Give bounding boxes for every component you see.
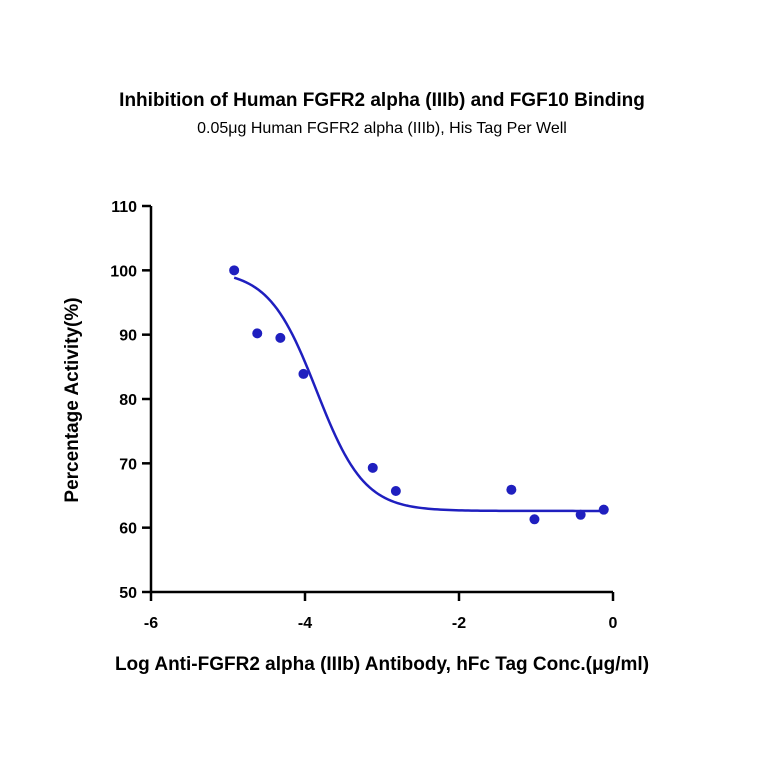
y-tick-label: 110 xyxy=(111,199,137,216)
x-tick-label: -6 xyxy=(144,615,158,632)
y-axis-label: Percentage Activity(%) xyxy=(62,297,83,502)
data-point xyxy=(298,368,309,379)
chart-title: Inhibition of Human FGFR2 alpha (IIIb) a… xyxy=(119,90,645,111)
x-axis-label: Log Anti-FGFR2 alpha (IIIb) Antibody, hF… xyxy=(115,654,649,675)
data-point xyxy=(229,265,240,276)
data-point xyxy=(598,504,609,515)
fit-curve xyxy=(233,276,604,513)
y-tick-label: 100 xyxy=(110,263,137,280)
data-point xyxy=(390,485,401,496)
data-point xyxy=(275,332,286,343)
data-point xyxy=(367,462,378,473)
x-tick-label: -4 xyxy=(298,615,312,632)
data-point xyxy=(529,514,540,525)
data-points xyxy=(229,265,609,525)
y-tick-label: 50 xyxy=(119,585,137,602)
chart-subtitle: 0.05μg Human FGFR2 alpha (IIIb), His Tag… xyxy=(197,120,567,137)
axes: 50 60 70 80 90 100 110 -6 -4 -2 0 xyxy=(110,199,617,632)
fit-curve-layer xyxy=(233,276,604,513)
data-point xyxy=(506,484,517,495)
data-point xyxy=(252,328,263,339)
y-tick-label: 70 xyxy=(119,456,137,473)
y-tick-label: 60 xyxy=(119,521,137,538)
data-point xyxy=(575,509,586,520)
x-tick-label: -2 xyxy=(452,615,466,632)
y-tick-label: 90 xyxy=(119,328,137,345)
y-tick-label: 80 xyxy=(119,392,137,409)
x-tick-label: 0 xyxy=(609,615,618,632)
